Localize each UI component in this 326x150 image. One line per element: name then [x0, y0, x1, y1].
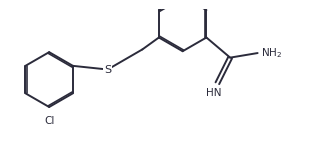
- Text: Cl: Cl: [44, 116, 54, 126]
- Text: NH$_2$: NH$_2$: [261, 46, 282, 60]
- Text: S: S: [104, 64, 111, 75]
- Text: HN: HN: [206, 88, 221, 98]
